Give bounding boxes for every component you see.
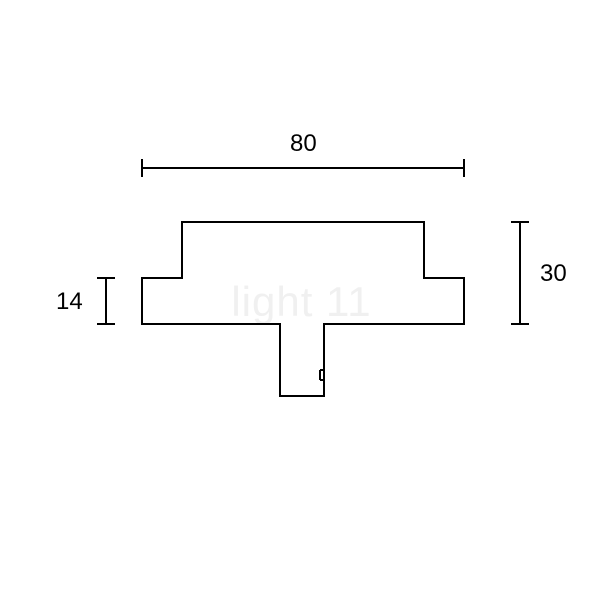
product-outline [142, 222, 464, 396]
dimension-label-width: 80 [290, 130, 317, 158]
dimension-label-height: 30 [540, 260, 567, 288]
dimension-label-ring: 14 [56, 288, 83, 316]
dimension-line-left [97, 278, 115, 324]
dimension-line-right [511, 222, 529, 324]
technical-drawing [0, 0, 603, 603]
dimension-line-top [142, 159, 464, 177]
